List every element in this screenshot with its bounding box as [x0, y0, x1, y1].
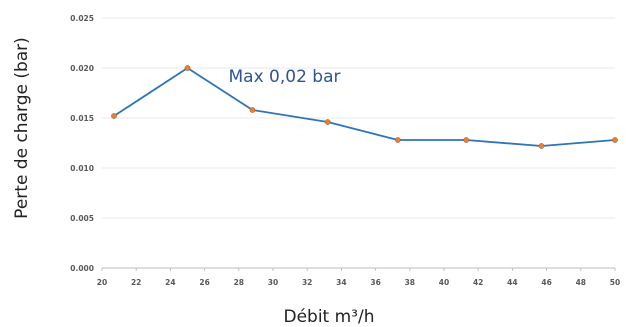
y-axis-title: Perte de charge (bar): [12, 37, 32, 219]
data-point: [249, 107, 256, 113]
x-tick-label: 44: [507, 278, 517, 287]
series-line: [113, 67, 616, 147]
series-group: [111, 65, 618, 149]
y-tick-label: 0.020: [70, 64, 94, 73]
x-tick-label: 42: [473, 278, 483, 287]
x-tick-label: 46: [541, 278, 551, 287]
x-tick-label: 20: [97, 278, 107, 287]
axes: [101, 267, 616, 271]
gridlines: [102, 17, 615, 219]
max-annotation: Max 0,02 bar: [229, 67, 341, 87]
y-tick-label: 0.025: [70, 14, 94, 23]
x-tick-label: 24: [165, 278, 175, 287]
x-tick-label: 28: [234, 278, 244, 287]
x-tick-label: 32: [302, 278, 312, 287]
data-point: [538, 143, 545, 149]
x-axis-ticks: 20 22 24 26 28 30 32 34 36 38 40 42 44 46 48 50: [97, 278, 620, 287]
x-tick-label: 38: [405, 278, 415, 287]
x-tick-label: 36: [370, 278, 380, 287]
y-tick-label: 0.010: [70, 164, 94, 173]
x-tick-label: 26: [199, 278, 209, 287]
y-tick-label: 0.000: [70, 264, 94, 273]
x-tick-label: 22: [131, 278, 141, 287]
x-tick-label: 48: [576, 278, 586, 287]
x-tick-label: 50: [610, 278, 620, 287]
x-tick-label: 34: [336, 278, 346, 287]
data-point: [111, 113, 117, 119]
data-point: [184, 65, 191, 71]
annotations: Max 0,02 bar: [229, 67, 341, 87]
data-point: [612, 137, 618, 143]
x-axis-title: Débit m³/h: [283, 307, 374, 327]
y-tick-label: 0.015: [70, 114, 94, 123]
data-point: [463, 137, 470, 143]
x-tick-label: 30: [268, 278, 278, 287]
data-point: [394, 137, 401, 143]
y-tick-label: 0.005: [70, 214, 94, 223]
data-point: [324, 119, 331, 125]
x-tick-label: 40: [439, 278, 449, 287]
y-axis-ticks: 0.000 0.005 0.010 0.015 0.020 0.025: [70, 14, 94, 273]
